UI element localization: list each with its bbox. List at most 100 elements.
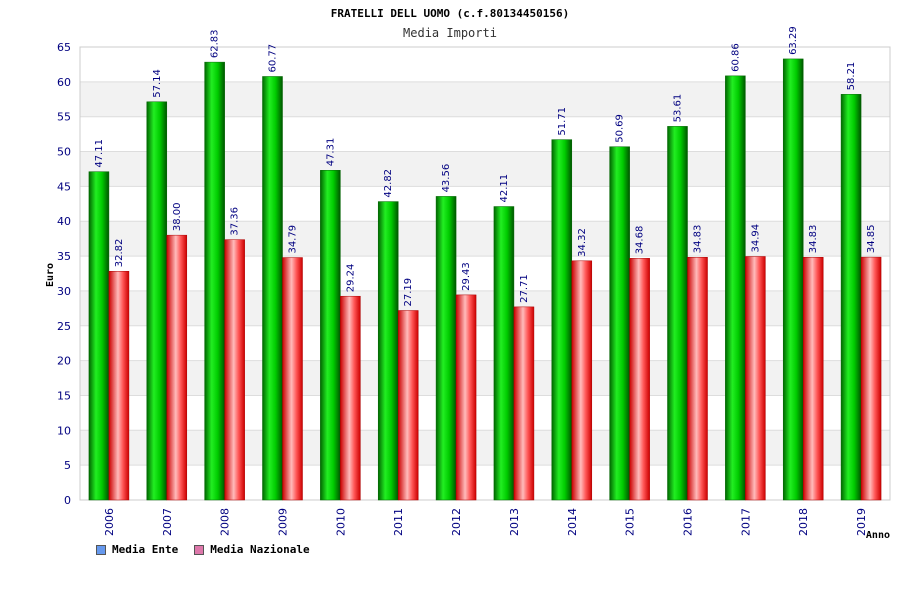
y-tick-label: 65	[57, 41, 71, 54]
data-label: 27.71	[519, 274, 530, 303]
data-label: 34.68	[635, 226, 646, 255]
data-label: 43.56	[441, 164, 452, 193]
data-label: 37.36	[230, 207, 241, 236]
y-tick-label: 55	[57, 111, 71, 124]
y-tick-label: 40	[57, 215, 71, 228]
grid-band	[80, 360, 890, 396]
bar-media-nazionale-2007	[166, 234, 188, 501]
bar-media-nazionale-2015	[629, 258, 650, 501]
legend-label-media-ente: Media Ente	[112, 543, 179, 556]
bar-media-nazionale-2014	[571, 260, 593, 501]
y-tick-label: 30	[57, 285, 71, 298]
data-label: 42.11	[499, 174, 510, 203]
y-tick-label: 0	[64, 494, 71, 507]
bar-media-ente-2019	[840, 94, 862, 501]
x-tick-label: 2013	[508, 508, 521, 536]
data-label: 42.82	[383, 169, 394, 198]
data-label: 50.69	[615, 114, 626, 143]
data-label: 34.79	[288, 225, 299, 254]
y-axis-label: Euro	[45, 263, 56, 287]
y-axis: 0 5 10 15 20 25 30 35 40 45 50 55 60 65	[57, 41, 71, 507]
data-label: 29.43	[461, 262, 472, 291]
grid-band	[80, 81, 890, 117]
data-labels: 47.11 32.82 57.14 38.00 62.83 37.36 60.77 34.79…	[94, 26, 877, 306]
bar-media-nazionale-2013	[513, 306, 535, 501]
chart-title: FRATELLI DELL UOMO (c.f.80134450156)	[331, 7, 569, 20]
bar-media-nazionale-2016	[687, 257, 708, 501]
bar-media-ente-2006	[88, 171, 110, 501]
bar-media-nazionale-2012	[455, 294, 477, 501]
bar-media-ente-2014	[551, 139, 573, 501]
bars	[88, 58, 882, 501]
bar-media-ente-2008	[204, 61, 225, 501]
data-label: 62.83	[210, 29, 221, 58]
bar-media-nazionale-2009	[282, 257, 303, 501]
data-label: 58.21	[846, 62, 857, 91]
bar-media-ente-2017	[725, 75, 746, 501]
bar-media-nazionale-2006	[108, 271, 130, 501]
legend-swatch-media-ente	[96, 544, 106, 555]
data-label: 29.24	[345, 264, 356, 293]
bar-media-nazionale-2018	[802, 257, 824, 501]
data-label: 60.77	[268, 44, 279, 73]
x-tick-label: 2007	[161, 508, 174, 536]
legend-item-media-nazionale: Media Nazionale	[194, 543, 310, 556]
bar-media-ente-2018	[782, 58, 804, 501]
x-tick-label: 2015	[624, 508, 637, 536]
x-tick-label: 2008	[219, 508, 232, 536]
x-tick-label: 2016	[682, 508, 695, 536]
data-label: 27.19	[403, 278, 414, 307]
bar-media-ente-2016	[667, 126, 688, 501]
bar-media-ente-2007	[146, 101, 168, 501]
data-label: 34.32	[577, 228, 588, 257]
x-tick-label: 2017	[739, 508, 752, 536]
y-tick-label: 45	[57, 180, 71, 193]
y-tick-label: 35	[57, 250, 71, 263]
x-tick-label: 2018	[797, 508, 810, 536]
data-label: 63.29	[788, 26, 799, 55]
data-label: 34.94	[750, 224, 761, 253]
y-tick-label: 20	[57, 355, 71, 368]
x-axis: 2006 2007 2008 2009 2010 2011 2012 2013 2014 2015…	[103, 508, 868, 536]
data-label: 34.83	[693, 225, 704, 254]
bar-media-nazionale-2017	[745, 256, 766, 501]
bar-media-ente-2013	[493, 206, 515, 501]
y-tick-label: 15	[57, 389, 71, 402]
legend: Media Ente Media Nazionale	[96, 543, 310, 556]
x-tick-label: 2019	[855, 508, 868, 536]
bar-media-nazionale-2011	[397, 310, 419, 501]
data-label: 38.00	[172, 203, 183, 232]
grid-band	[80, 290, 890, 326]
data-label: 53.61	[673, 94, 684, 123]
bar-media-ente-2010	[320, 170, 341, 501]
bar-media-ente-2012	[435, 196, 457, 501]
bar-media-nazionale-2010	[340, 295, 361, 501]
data-label: 51.71	[557, 107, 568, 136]
x-tick-label: 2009	[277, 508, 290, 536]
y-tick-label: 5	[64, 459, 71, 472]
x-tick-label: 2011	[392, 508, 405, 536]
data-label: 47.31	[325, 138, 336, 167]
x-tick-label: 2010	[334, 508, 347, 536]
data-label: 47.11	[94, 139, 105, 168]
bar-media-nazionale-2008	[224, 239, 245, 501]
bar-media-ente-2009	[262, 76, 283, 501]
grid-band	[80, 221, 890, 257]
y-tick-label: 10	[57, 424, 71, 437]
data-label: 34.85	[866, 224, 877, 253]
data-label: 34.83	[808, 225, 819, 254]
plot-frame	[79, 46, 891, 501]
legend-item-media-ente: Media Ente	[96, 543, 178, 556]
bar-media-ente-2015	[609, 146, 630, 501]
grid-band	[80, 430, 890, 466]
legend-swatch-media-nazionale	[194, 544, 205, 555]
bar-media-ente-2011	[377, 201, 399, 501]
x-tick-label: 2014	[566, 508, 579, 536]
y-tick-label: 60	[57, 76, 71, 89]
bar-media-nazionale-2019	[860, 256, 882, 501]
chart-subtitle: Media Importi	[403, 26, 497, 40]
y-tick-label: 25	[57, 320, 71, 333]
x-tick-label: 2006	[103, 508, 116, 536]
data-label: 57.14	[152, 69, 163, 98]
